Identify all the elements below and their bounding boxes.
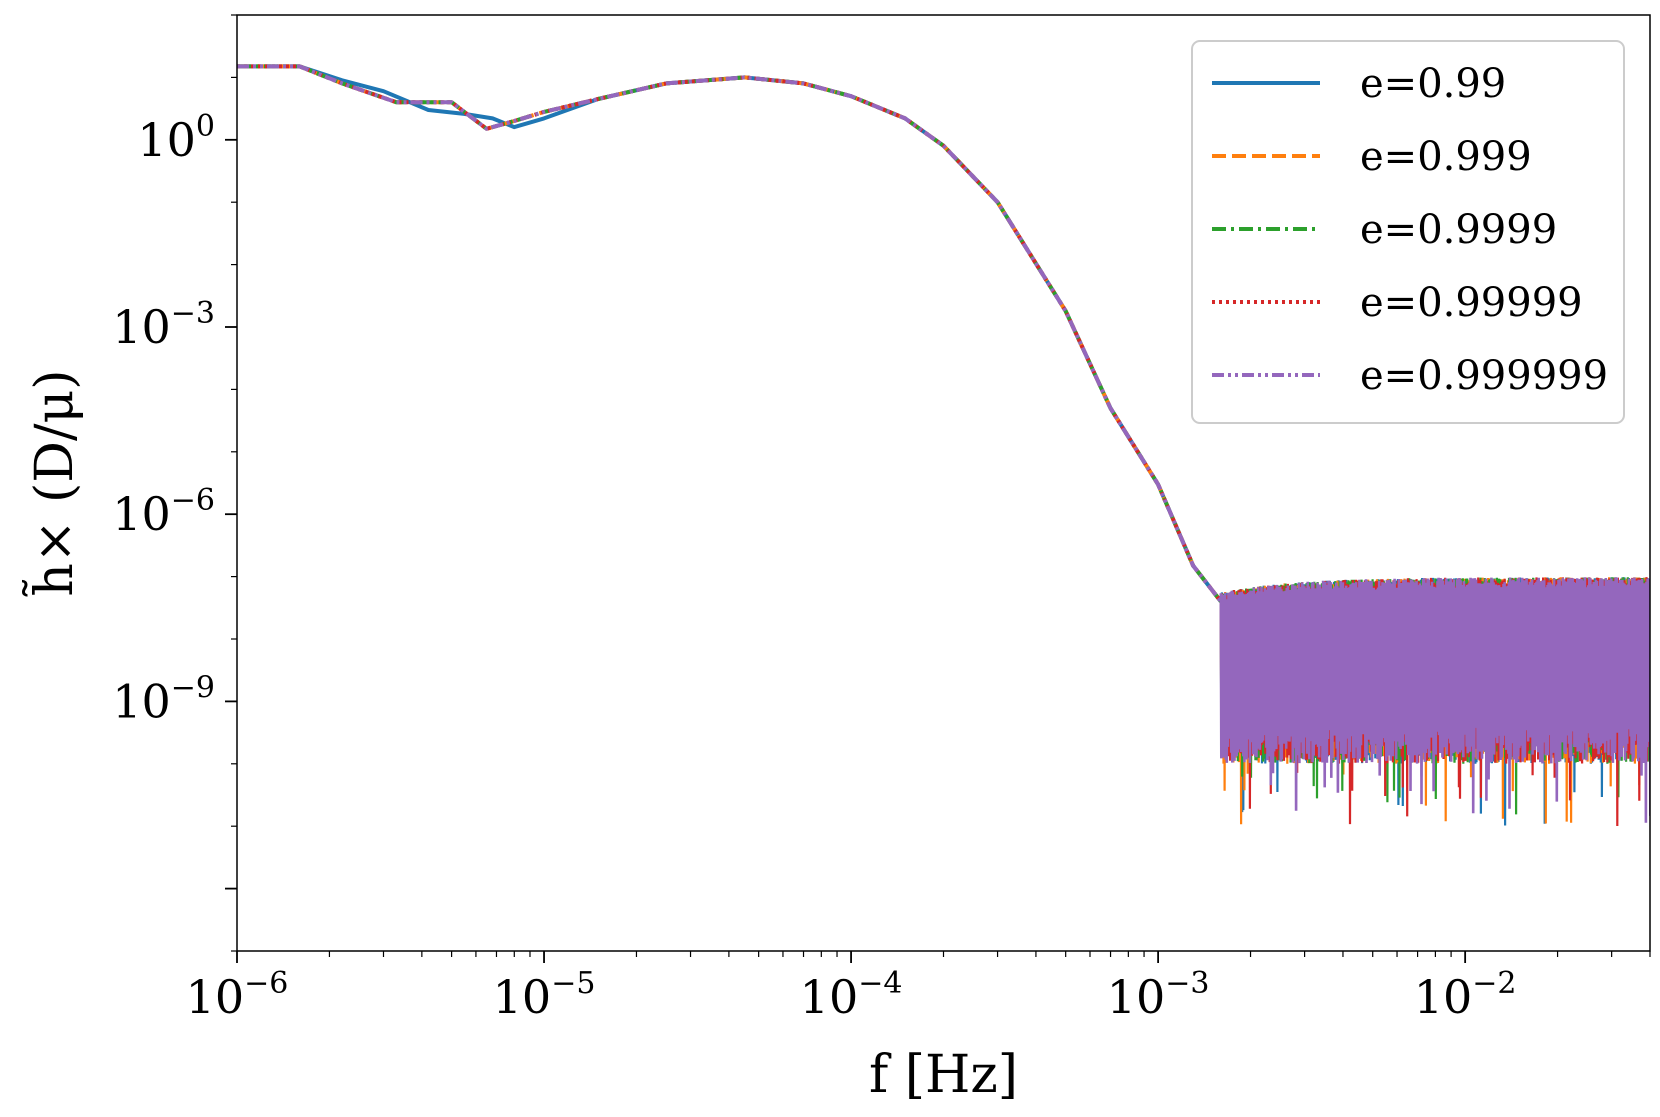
series-e-0-999999-group bbox=[237, 64, 1650, 823]
x-tick-label: 10−6 bbox=[186, 966, 289, 1024]
y-tick-label: 10−3 bbox=[112, 296, 215, 354]
x-tick-label: 10−4 bbox=[800, 966, 903, 1024]
legend-label: e=0.999999 bbox=[1360, 353, 1608, 399]
y-tick-label: 10−6 bbox=[112, 483, 215, 541]
plot-layer bbox=[237, 64, 1650, 827]
x-axis-label: f [Hz] bbox=[869, 1045, 1018, 1105]
legend-item: e=0.99999 bbox=[1212, 280, 1583, 326]
series-line bbox=[237, 64, 1223, 603]
y-axis-label: h̃× (D/μ) bbox=[22, 369, 85, 597]
y-tick-label: 100 bbox=[137, 109, 215, 167]
series-noise bbox=[1219, 577, 1650, 823]
legend-item: e=0.999999 bbox=[1212, 353, 1608, 399]
legend-label: e=0.99 bbox=[1360, 61, 1506, 107]
legend-item: e=0.999 bbox=[1212, 134, 1532, 180]
legend-label: e=0.99999 bbox=[1360, 280, 1583, 326]
x-tick-label: 10−5 bbox=[493, 966, 596, 1024]
legend-label: e=0.999 bbox=[1360, 134, 1532, 180]
y-tick-label: 10−9 bbox=[112, 670, 215, 728]
x-tick-label: 10−3 bbox=[1107, 966, 1210, 1024]
legend: e=0.99 e=0.999 e=0.9999 e=0.99999 e=0.999999 bbox=[1191, 40, 1625, 424]
x-tick-label: 10−2 bbox=[1414, 966, 1517, 1024]
legend-label: e=0.9999 bbox=[1360, 207, 1557, 253]
legend-item: e=0.9999 bbox=[1212, 207, 1557, 253]
series-line bbox=[237, 64, 1223, 603]
legend-item: e=0.99 bbox=[1212, 61, 1506, 107]
legend-box bbox=[1191, 40, 1625, 424]
ticks-layer: 10−6 10−5 10−4 10−3 10−2 100 10−3 10−6 10−9 bbox=[112, 14, 1651, 1024]
